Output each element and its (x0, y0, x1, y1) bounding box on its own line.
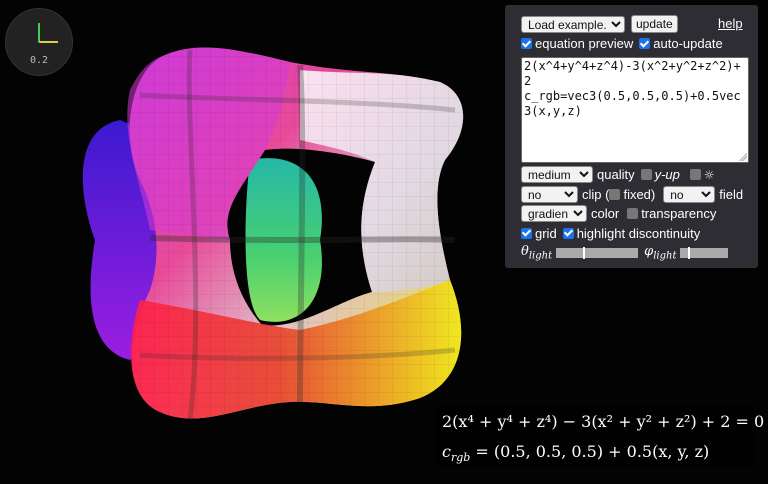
equation-render: 2(x⁴ + y⁴ + z⁴) − 3(x² + y² + z²) + 2 = … (436, 406, 764, 466)
auto-update-label: auto-update (653, 36, 723, 51)
phi-symbol: φ (644, 243, 654, 259)
light-checkbox[interactable] (689, 169, 701, 180)
quality-label: quality (597, 167, 635, 182)
theta-slider-thumb[interactable] (583, 246, 586, 259)
equation-line: 2(x⁴ + y⁴ + z⁴) − 3(x² + y² + z²) + 2 = … (442, 412, 765, 431)
equation-textarea[interactable]: 2(x^4+y^4+z^4)-3(x^2+y^2+z^2)+2 c_rgb=ve… (521, 56, 749, 163)
field-label: field (719, 186, 744, 202)
color-equation-line: crgb = (0.5, 0.5, 0.5) + 0.5(x, y, z) (442, 442, 709, 464)
fixed-checkbox[interactable] (609, 188, 621, 200)
auto-update-checkbox[interactable] (639, 38, 651, 49)
resize-grip-icon[interactable] (739, 152, 747, 161)
field-select[interactable]: no (663, 185, 716, 203)
clip-select[interactable]: no (521, 185, 578, 203)
color-equation-rest: = (0.5, 0.5, 0.5) + 0.5(x, y, z) (470, 442, 710, 461)
phi-subscript: light (653, 250, 677, 262)
theta-symbol: θ (521, 243, 529, 259)
transparency-checkbox[interactable] (627, 208, 639, 219)
y-up-checkbox[interactable] (640, 169, 652, 180)
phi-light-slider[interactable] (680, 246, 729, 259)
clip-label: clip ( (582, 186, 610, 202)
color-subscript: rgb (450, 451, 471, 465)
axis-indicator[interactable]: 0.2 (5, 8, 73, 76)
example-select[interactable]: Load example... (521, 15, 625, 33)
quality-select[interactable]: medium (521, 166, 593, 183)
highlight-discontinuity-label: highlight discontinuity (576, 225, 701, 241)
help-link[interactable]: help (718, 16, 743, 31)
theta-light-slider[interactable] (556, 246, 639, 259)
theta-subscript: light (528, 250, 553, 262)
equation-text: 2(x^4+y^4+z^4)-3(x^2+y^2+z^2)+2 c_rgb=ve… (524, 58, 741, 118)
phi-light-label: φlight (644, 244, 676, 262)
y-up-label: y-up (654, 167, 680, 182)
equation-preview-label: equation preview (535, 36, 634, 51)
update-button[interactable]: update (631, 15, 678, 33)
grid-checkbox[interactable] (521, 227, 532, 239)
equation-preview-checkbox[interactable] (521, 38, 532, 49)
sun-icon: ☼ (703, 167, 715, 182)
axis-scale-label: 0.2 (29, 55, 49, 66)
axes-icon (37, 23, 58, 43)
control-panel: help Load example... update equation pre… (505, 5, 758, 268)
theta-light-label: θlight (521, 244, 552, 262)
highlight-discontinuity-checkbox[interactable] (562, 227, 574, 239)
color-label: color (591, 206, 620, 221)
phi-slider-thumb[interactable] (687, 246, 690, 259)
color-symbol: c (442, 442, 451, 461)
transparency-label: transparency (641, 206, 717, 221)
grid-label: grid (535, 225, 557, 241)
fixed-label: fixed) (623, 186, 656, 202)
color-select[interactable]: gradient (521, 205, 587, 222)
